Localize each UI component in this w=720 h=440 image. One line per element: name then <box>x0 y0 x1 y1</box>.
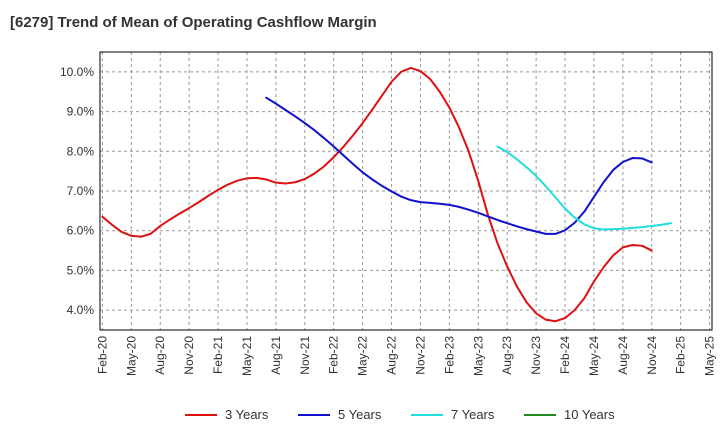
y-tick-label: 6.0% <box>67 224 95 238</box>
x-tick-label: Nov-21 <box>298 336 312 375</box>
x-tick-label: Nov-22 <box>413 336 427 375</box>
x-tick-label: Nov-20 <box>182 336 196 375</box>
legend: 3 Years 5 Years 7 Years 10 Years <box>185 407 615 422</box>
x-tick-label: Aug-20 <box>153 336 167 375</box>
x-tick-label: Feb-21 <box>211 336 225 374</box>
x-tick-label: Aug-22 <box>385 336 399 375</box>
y-tick-label: 7.0% <box>67 184 95 198</box>
y-tick-label: 4.0% <box>67 303 95 317</box>
y-tick-label: 5.0% <box>67 263 95 277</box>
x-tick-label: Aug-24 <box>616 336 630 375</box>
legend-label: 5 Years <box>338 407 382 422</box>
series-line-3-years <box>101 66 653 323</box>
x-tick-label: Feb-22 <box>327 336 341 374</box>
x-tick-label: Nov-24 <box>645 336 659 375</box>
y-tick-label: 8.0% <box>67 144 95 158</box>
legend-label: 3 Years <box>225 407 269 422</box>
chart-title: [6279] Trend of Mean of Operating Cashfl… <box>10 14 377 31</box>
x-tick-label: Feb-20 <box>95 336 109 374</box>
x-tick-label: Aug-21 <box>269 336 283 375</box>
x-axis-ticks: Feb-20 May-20 Aug-20 Nov-20 Feb-21 May-21 Aug-… <box>95 336 716 376</box>
y-tick-label: 9.0% <box>67 105 95 119</box>
series-lines <box>99 51 713 331</box>
y-tick-label: 10.0% <box>60 65 94 79</box>
x-tick-label: Feb-23 <box>442 336 456 374</box>
x-tick-label: Aug-23 <box>500 336 514 375</box>
x-tick-label: May-21 <box>240 336 254 376</box>
x-tick-label: May-24 <box>587 336 601 376</box>
legend-label: 7 Years <box>451 407 495 422</box>
legend-label: 10 Years <box>564 407 615 422</box>
x-tick-label: May-23 <box>471 336 485 376</box>
x-tick-label: May-25 <box>703 336 717 376</box>
x-tick-label: May-20 <box>124 336 138 376</box>
series-line-7-years <box>496 145 673 231</box>
plot-border <box>99 51 713 331</box>
x-tick-label: Feb-25 <box>674 336 688 374</box>
series-line-5-years <box>265 96 653 235</box>
y-axis-ticks: 4.0% 5.0% 6.0% 7.0% 8.0% 9.0% 10.0% <box>60 65 94 317</box>
x-tick-label: May-22 <box>356 336 370 376</box>
x-tick-label: Feb-24 <box>558 336 572 374</box>
x-tick-label: Nov-23 <box>529 336 543 375</box>
